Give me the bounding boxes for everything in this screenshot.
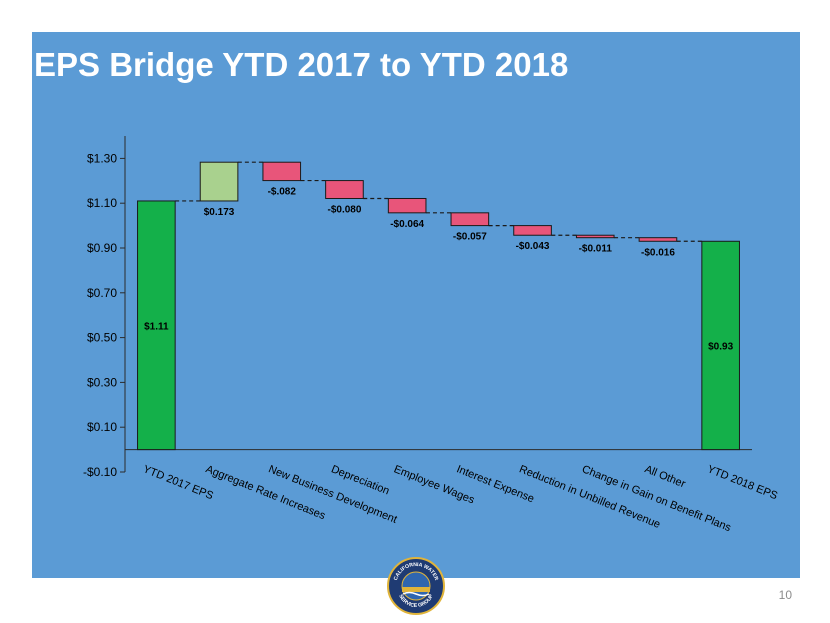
category-label: All Other [643, 463, 687, 490]
y-tick-label: $0.90 [87, 241, 117, 255]
bar-ytd-2017-eps [137, 200, 176, 451]
value-label: -$0.016 [641, 247, 675, 258]
category-label: YTD 2018 EPS [706, 463, 780, 502]
company-logo: CALIFORNIA WATER SERVICE GROUP [387, 557, 445, 615]
bar-employee-wages [387, 197, 427, 214]
y-tick-label: $0.10 [87, 420, 117, 434]
slide-title: EPS Bridge YTD 2017 to YTD 2018 [34, 46, 569, 83]
bar-reduction-in-unbilled-revenue [513, 225, 552, 236]
bar-all-other [638, 237, 678, 242]
y-tick-label: $1.10 [87, 196, 117, 210]
y-tick-label: $0.70 [87, 286, 117, 300]
value-label: -$.082 [268, 187, 297, 198]
y-tick-label: -$0.10 [83, 465, 117, 479]
value-label: $0.93 [708, 341, 733, 352]
bar-change-in-gain-on-benefit-plans [575, 234, 615, 239]
bar-depreciation [325, 180, 364, 199]
category-label: YTD 2017 EPS [141, 463, 215, 502]
value-label: -$0.011 [579, 244, 613, 255]
bar-new-business-development [262, 161, 302, 182]
value-label: -$0.064 [390, 219, 424, 230]
value-label: $0.173 [204, 207, 235, 218]
bar-aggregate-rate-increases [199, 161, 239, 202]
page-number: 10 [778, 588, 792, 602]
category-label: Aggregate Rate Increases [204, 463, 327, 522]
value-label: -$0.057 [453, 232, 487, 243]
bar-interest-expense [450, 212, 490, 227]
bar-ytd-2018-eps [701, 240, 740, 451]
value-label: $1.11 [144, 321, 169, 332]
y-tick-label: $0.30 [87, 375, 117, 389]
value-label: -$0.043 [516, 241, 550, 252]
value-label: -$0.080 [327, 204, 361, 215]
y-tick-label: $0.50 [87, 331, 117, 345]
y-tick-label: $1.30 [87, 151, 117, 165]
